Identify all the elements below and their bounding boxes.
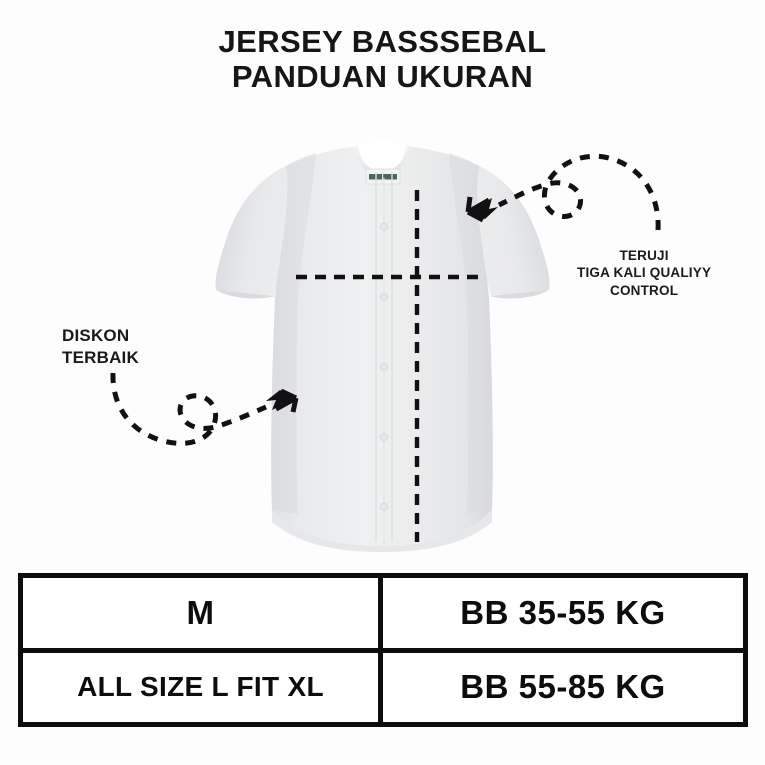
page-title-line-2: PANDUAN UKURAN	[231, 59, 534, 95]
jersey-hem-shadow	[272, 510, 492, 552]
quality-callout-line-3: CONTROL	[610, 282, 679, 298]
quality-callout-line-2: TIGA KALI QUALIYY	[577, 265, 712, 281]
page-title: JERSEY BASSSEBAL PANDUAN UKURAN	[0, 24, 765, 95]
jersey-buttons	[380, 223, 388, 511]
jersey-button-placket	[375, 172, 393, 544]
quality-control-callout: TERUJI TIGA KALI QUALIYY CONTROL	[577, 247, 711, 299]
weight-cell-row-2: BB 55-85 KG	[460, 668, 666, 706]
jersey-illustration	[200, 122, 565, 562]
page-title-line-1: JERSEY BASSSEBAL	[218, 24, 547, 59]
size-cell-row-1: M	[23, 578, 383, 648]
table-row: ALL SIZE L FIT XL BB 55-85 KG	[23, 647, 743, 722]
table-row: M BB 35-55 KG	[23, 578, 743, 648]
jersey-body	[271, 146, 493, 546]
discount-callout-line-2: TERBAIK	[62, 347, 139, 367]
measurement-dashed-lines	[296, 190, 486, 542]
weight-cell-row-1: BB 35-55 KG	[460, 593, 666, 631]
size-chart-table: M BB 35-55 KG ALL SIZE L FIT XL BB 55-85…	[18, 573, 748, 727]
quality-callout-line-1: TERUJI	[619, 248, 669, 263]
discount-callout: DISKON TERBAIK	[62, 325, 139, 369]
neck-label-tag	[365, 168, 401, 185]
discount-callout-line-1: DISKON	[62, 326, 130, 345]
size-cell-row-2: ALL SIZE L FIT XL	[23, 652, 383, 722]
